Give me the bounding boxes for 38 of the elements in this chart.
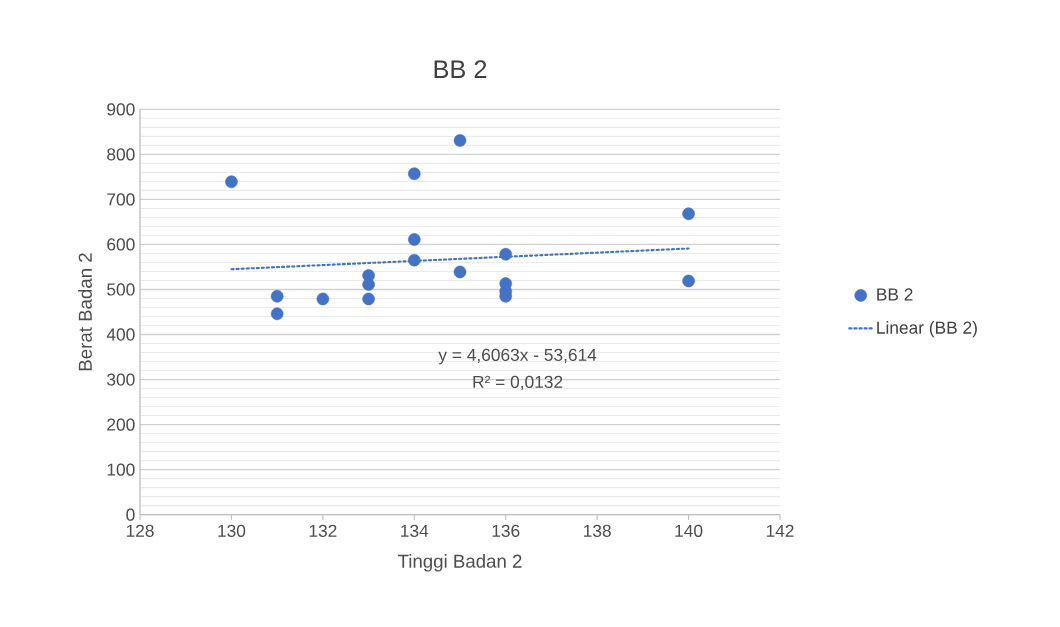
annotation: y = 4,6063x - 53,614	[438, 348, 597, 365]
point	[408, 233, 421, 246]
point	[682, 274, 695, 288]
y-tick-label: 400	[106, 328, 135, 341]
point	[270, 290, 284, 303]
y-tick-label: 100	[107, 463, 135, 476]
x-tick-label: 130	[218, 524, 246, 538]
point	[408, 254, 421, 267]
point	[499, 248, 512, 261]
legend-label: BB 2	[877, 288, 913, 301]
point	[453, 265, 467, 279]
y-tick-label: 500	[107, 283, 135, 296]
x-tick-label: 128	[126, 524, 154, 538]
point	[362, 292, 375, 306]
annotation: R² = 0,0132	[473, 375, 563, 391]
legend-label: Linear (BB 2)	[877, 321, 977, 338]
point	[270, 307, 284, 321]
x-tick-label: 132	[309, 524, 337, 538]
y-tick-label: 800	[107, 148, 135, 161]
chart-title: BB 2	[434, 60, 487, 79]
x-tick-label: 142	[766, 524, 794, 537]
x-tick-label: 136	[492, 524, 520, 538]
point	[408, 167, 421, 181]
point	[316, 292, 330, 306]
y-tick-label: 200	[107, 418, 135, 431]
y-tick-label: 0	[126, 508, 135, 521]
y-tick-label: 600	[107, 238, 135, 251]
point	[682, 207, 695, 221]
x-axis-title: Tinggi Badan 2	[397, 554, 522, 572]
x-tick-label: 138	[584, 524, 611, 538]
y-tick-label: 300	[107, 373, 135, 386]
y-tick-label: 700	[107, 193, 135, 206]
y-tick-label: 900	[107, 103, 135, 116]
point	[453, 134, 467, 147]
y-axis-title: Berat Badan 2	[78, 253, 92, 371]
x-tick-label: 140	[675, 524, 703, 538]
x-tick-label: 134	[401, 524, 429, 538]
point	[225, 175, 238, 189]
